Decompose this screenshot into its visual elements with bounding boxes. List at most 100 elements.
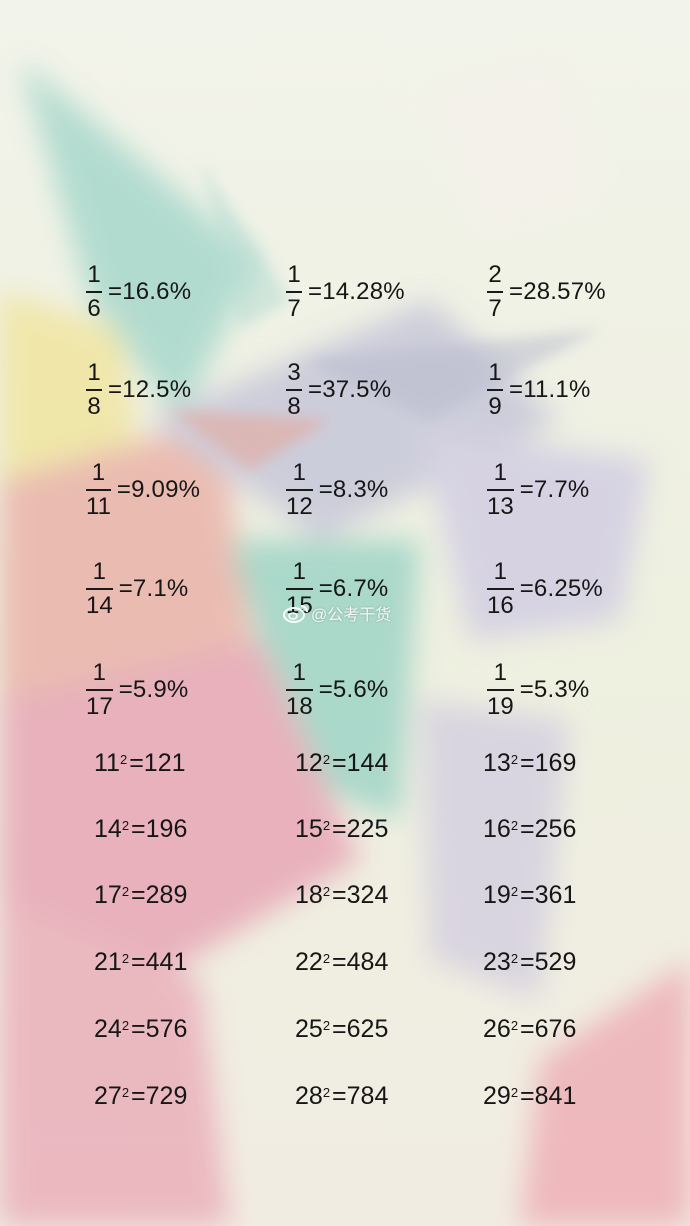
fraction-bar — [286, 489, 313, 491]
percent-value: =28.57% — [509, 278, 606, 305]
numerator: 1 — [292, 459, 307, 486]
numerator: 1 — [493, 558, 508, 585]
fraction-row: 1 17 =5.9% 1 18 =5.6% 1 19 =5.3% — [0, 655, 690, 725]
square-item: 19 2 =361 — [483, 875, 576, 915]
fraction-item: 1 12 =8.3% — [286, 455, 388, 525]
numerator: 1 — [91, 459, 106, 486]
base: 18 — [295, 880, 323, 909]
denominator: 7 — [488, 295, 502, 322]
square-item: 15 2 =225 — [295, 809, 388, 849]
numerator: 1 — [92, 659, 107, 686]
exponent: 2 — [510, 751, 519, 767]
square-value: =324 — [332, 880, 389, 909]
square-value: =441 — [131, 947, 188, 976]
square-row: 14 2 =196 15 2 =225 16 2 =256 — [0, 809, 690, 849]
fraction-bar — [286, 689, 313, 691]
percent-value: =37.5% — [308, 376, 392, 403]
fraction-item: 1 17 =5.9% — [86, 655, 188, 725]
fraction-bar — [86, 588, 113, 590]
percent-value: =5.3% — [519, 676, 590, 703]
numerator: 1 — [292, 558, 307, 585]
watermark-text: @公考干货 — [311, 607, 392, 624]
fraction-bar — [86, 291, 102, 293]
fraction-bar — [86, 689, 113, 691]
fraction-bar — [86, 389, 102, 391]
fraction-item: 1 11 =9.09% — [86, 455, 200, 525]
square-value: =289 — [131, 880, 188, 909]
fraction: 1 13 — [487, 460, 514, 520]
fraction-bar — [487, 689, 514, 691]
exponent: 2 — [322, 883, 331, 899]
square-value: =196 — [131, 814, 188, 843]
fraction: 1 12 — [286, 460, 313, 520]
square-item: 25 2 =625 — [295, 1009, 388, 1049]
fraction: 1 14 — [86, 559, 113, 619]
square-row: 21 2 =441 22 2 =484 23 2 =529 — [0, 942, 690, 982]
numerator: 1 — [287, 261, 301, 288]
percent-value: =6.7% — [318, 575, 389, 602]
denominator: 7 — [287, 295, 301, 322]
square-row: 17 2 =289 18 2 =324 19 2 =361 — [0, 875, 690, 915]
denominator: 8 — [287, 393, 301, 420]
denominator: 8 — [87, 393, 101, 420]
watermark: @公考干货 — [283, 601, 391, 625]
percent-value: =9.09% — [116, 476, 201, 503]
base: 17 — [94, 880, 122, 909]
numerator: 1 — [493, 659, 508, 686]
base: 26 — [483, 1014, 511, 1043]
fraction-item: 1 15 =6.7% — [286, 554, 388, 624]
square-value: =256 — [520, 814, 577, 843]
base: 29 — [483, 1081, 511, 1110]
square-value: =529 — [520, 947, 577, 976]
fraction: 1 17 — [86, 660, 113, 720]
exponent: 2 — [510, 883, 519, 899]
percent-value: =16.6% — [108, 278, 192, 305]
percent-value: =5.9% — [118, 676, 189, 703]
square-item: 24 2 =576 — [94, 1009, 187, 1049]
fraction-row: 1 11 =9.09% 1 12 =8.3% 1 13 =7.7% — [0, 455, 690, 525]
square-value: =121 — [129, 748, 186, 777]
fraction-bar — [487, 291, 503, 293]
fraction-bar — [286, 291, 302, 293]
square-item: 28 2 =784 — [295, 1076, 388, 1116]
fraction-item: 1 18 =5.6% — [286, 655, 388, 725]
denominator: 13 — [487, 493, 514, 520]
numerator: 1 — [292, 659, 307, 686]
percent-value: =7.1% — [118, 575, 189, 602]
exponent: 2 — [121, 1084, 130, 1100]
denominator: 6 — [87, 295, 101, 322]
exponent: 2 — [322, 1084, 331, 1100]
square-item: 18 2 =324 — [295, 875, 388, 915]
base: 14 — [94, 814, 122, 843]
base: 24 — [94, 1014, 122, 1043]
fraction: 1 11 — [86, 460, 111, 520]
square-value: =841 — [520, 1081, 577, 1110]
exponent: 2 — [510, 817, 519, 833]
base: 22 — [295, 947, 323, 976]
square-value: =144 — [332, 748, 389, 777]
exponent: 2 — [322, 950, 331, 966]
exponent: 2 — [510, 950, 519, 966]
fraction-bar — [487, 588, 514, 590]
numerator: 1 — [92, 558, 107, 585]
base: 16 — [483, 814, 511, 843]
fraction-bar — [487, 489, 514, 491]
base: 21 — [94, 947, 122, 976]
base: 25 — [295, 1014, 323, 1043]
square-item: 11 2 =121 — [94, 743, 186, 783]
percent-value: =6.25% — [519, 575, 603, 602]
square-item: 26 2 =676 — [483, 1009, 576, 1049]
numerator: 3 — [287, 359, 301, 386]
numerator: 1 — [493, 459, 508, 486]
fraction-item: 1 14 =7.1% — [86, 554, 188, 624]
fraction-bar — [487, 389, 503, 391]
